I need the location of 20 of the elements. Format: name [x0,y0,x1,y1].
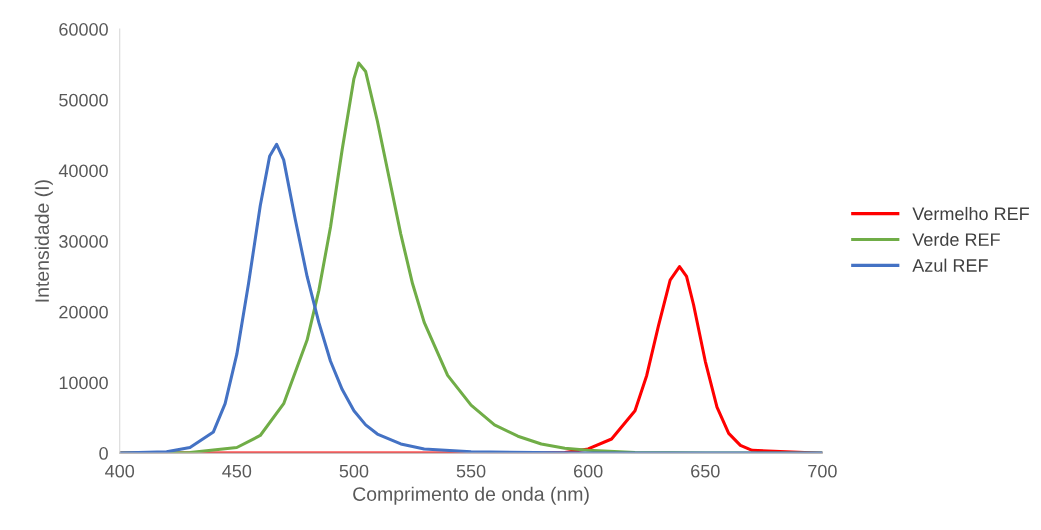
y-tick-label: 60000 [59,23,108,36]
x-tick-label: 500 [339,464,369,478]
x-tick-label: 450 [222,464,252,478]
x-tick-label: 600 [574,464,603,478]
y-tick-label: 40000 [58,164,108,178]
legend-label: Verde REF [912,232,1000,246]
legend-label: Azul REF [912,258,988,272]
y-tick-label: 30000 [59,235,108,248]
y-axis-title: Intensidade (I) [34,180,53,302]
x-tick-label: 650 [691,464,720,478]
line-series [119,142,823,454]
legend-label: Vermelho REF [912,206,1029,221]
y-tick-label: 10000 [59,376,108,390]
y-tick-label: 50000 [59,93,108,107]
y-tick-label: 20000 [59,305,108,319]
x-tick-label: 550 [456,464,486,478]
x-axis-title: Comprimento de onda (nm) [353,486,589,505]
x-tick-label: 700 [808,464,837,478]
y-tick-label: 0 [99,447,108,460]
x-tick-label: 400 [105,464,135,478]
